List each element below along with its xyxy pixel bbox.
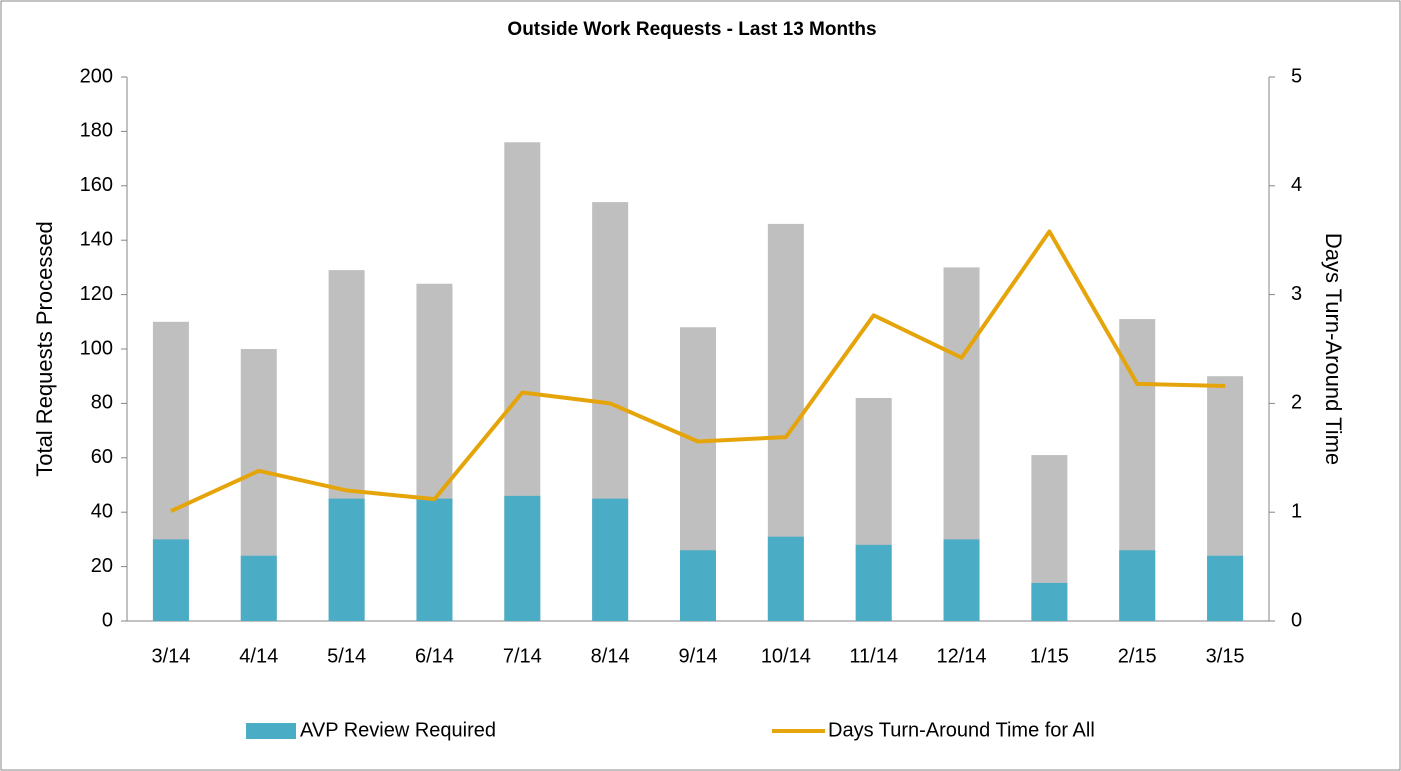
y-tick-label: 200 <box>80 65 113 87</box>
x-tick-label: 11/14 <box>849 645 898 667</box>
y-tick-label: 0 <box>102 609 113 631</box>
bar <box>1031 582 1068 621</box>
bar <box>328 498 365 621</box>
y2-tick-label: 1 <box>1291 500 1302 522</box>
y-tick-label: 100 <box>80 337 113 359</box>
y-tick-label: 120 <box>80 283 113 305</box>
bar <box>943 539 980 621</box>
x-tick-label: 7/14 <box>503 645 542 667</box>
y-tick-label: 80 <box>91 392 113 414</box>
y2-axis-title: Days Turn-Around Time <box>1321 233 1346 465</box>
y-tick-label: 180 <box>80 120 113 142</box>
bar <box>680 550 716 621</box>
bar <box>1119 550 1156 621</box>
chart-title: Outside Work Requests - Last 13 Months <box>507 19 876 40</box>
bar <box>592 498 629 621</box>
y2-tick-label: 2 <box>1291 392 1302 414</box>
y2-tick-label: 4 <box>1291 174 1302 196</box>
y2-tick-label: 3 <box>1291 283 1302 305</box>
line <box>170 229 1226 513</box>
x-tick-label: 3/14 <box>151 645 190 667</box>
bar <box>240 555 277 621</box>
legend-label: Days Turn-Around Time for All <box>828 719 1095 741</box>
x-tick-label: 4/14 <box>239 645 278 667</box>
x-tick-label: 2/15 <box>1118 645 1157 667</box>
legend-label: AVP Review Required <box>300 719 496 741</box>
y-tick-label: 60 <box>91 446 113 468</box>
bar <box>152 539 189 621</box>
legend-swatch <box>246 723 296 739</box>
bar <box>416 498 453 621</box>
x-tick-label: 3/15 <box>1206 645 1245 667</box>
x-tick-label: 9/14 <box>679 645 718 667</box>
bar <box>504 495 541 621</box>
y-tick-label: 140 <box>80 228 113 250</box>
bar <box>767 536 804 621</box>
y2-tick-label: 0 <box>1291 609 1302 631</box>
y-tick-label: 160 <box>80 174 113 196</box>
x-tick-label: 8/14 <box>591 645 630 667</box>
y2-tick-label: 5 <box>1291 65 1302 87</box>
y-tick-label: 20 <box>91 555 113 577</box>
x-tick-label: 5/14 <box>327 645 366 667</box>
y-axis-title: Total Requests Processed <box>32 221 57 477</box>
bar <box>1207 555 1244 621</box>
bar <box>855 544 892 621</box>
y-tick-label: 40 <box>91 500 113 522</box>
x-tick-label: 12/14 <box>937 645 987 667</box>
x-tick-label: 6/14 <box>415 645 454 667</box>
x-tick-label: 1/15 <box>1030 645 1069 667</box>
x-tick-label: 10/14 <box>761 645 811 667</box>
